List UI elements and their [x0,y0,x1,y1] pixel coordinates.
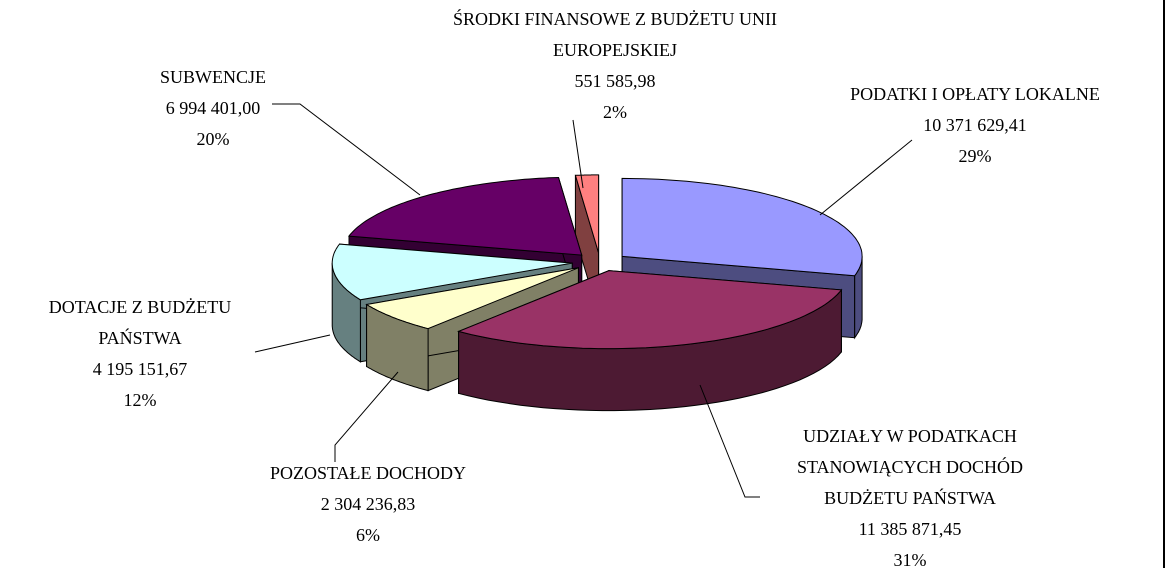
value-label: 6 994 401,00 [165,98,261,118]
percent-label: 6% [356,525,380,545]
percent-label: 20% [196,129,230,149]
percent-label: 12% [123,390,157,410]
slice-label: PODATKI I OPŁATY LOKALNE 10 371 629,41 29% [810,79,1140,172]
slice-label: POZOSTAŁE DOCHODY 2 304 236,83 6% [218,458,518,551]
category-label: UDZIAŁY W PODATKACH STANOWIĄCYCH DOCHÓD … [796,426,1024,508]
slice-label: UDZIAŁY W PODATKACH STANOWIĄCYCH DOCHÓD … [760,421,1060,568]
slice-top [574,174,600,254]
category-label: DOTACJE Z BUDŻETU PAŃSTWA [48,297,232,348]
slice-top [331,243,573,301]
slice-label: SUBWENCJE 6 994 401,00 20% [113,62,313,155]
slice-top [365,267,579,330]
slice-top [348,176,583,256]
percent-label: 2% [603,102,627,122]
leader-line [272,103,421,196]
slice-top [456,270,843,350]
value-label: 2 304 236,83 [320,494,416,514]
category-label: POZOSTAŁE DOCHODY [269,463,467,483]
category-label: PODATKI I OPŁATY LOKALNE [850,84,1100,104]
slices [331,174,863,412]
leader-lines [254,103,913,498]
leader-line [254,334,331,353]
percent-label: 29% [958,146,992,166]
value-label: 10 371 629,41 [923,115,1027,135]
leader-line [819,139,913,216]
value-label: 11 385 871,45 [858,519,962,539]
leader-line [334,371,399,462]
category-label: ŚRODKI FINANSOWE Z BUDŻETU UNII EUROPEJS… [453,9,777,60]
category-label: SUBWENCJE [159,67,266,87]
leader-line [572,119,584,189]
slice [456,269,843,412]
value-label: 551 585,98 [574,71,656,91]
leader-line [699,384,760,498]
slice-top [621,177,863,277]
slice-label: ŚRODKI FINANSOWE Z BUDŻETU UNII EUROPEJS… [450,4,780,128]
percent-label: 31% [893,550,927,568]
slice-label: DOTACJE Z BUDŻETU PAŃSTWA 4 195 151,67 12% [10,292,270,416]
value-label: 4 195 151,67 [92,359,188,379]
